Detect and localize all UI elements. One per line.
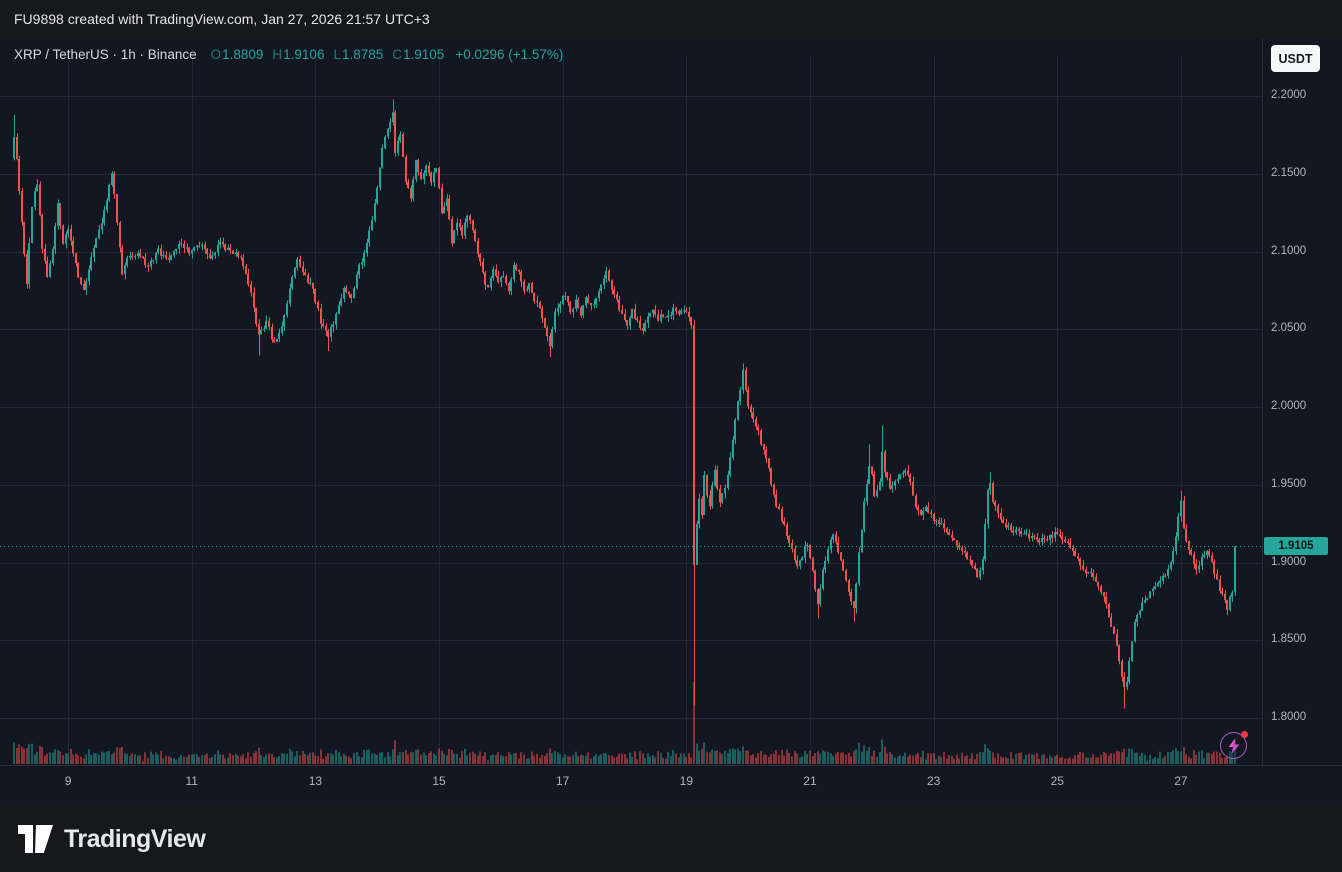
time-tick-label: 23 [926,774,941,788]
footer: TradingView [0,806,1342,872]
close-label: C [392,47,403,62]
price-tick-label: 2.0500 [1271,322,1307,335]
price-axis[interactable]: 2.2000 2.1500 2.1000 2.0500 2.0000 1.9500 1.90… [1263,38,1342,765]
price-tick-label: 2.2000 [1271,89,1307,101]
time-tick-label: 27 [1174,774,1188,788]
ohlc-open: O1.8809 [211,47,264,62]
price-tick-label: 2.0000 [1271,400,1307,412]
candlestick-chart-canvas[interactable] [0,38,1342,806]
price-tick-label: 1.8500 [1271,633,1307,646]
time-tick-label: 25 [1050,774,1064,788]
tradingview-logo[interactable]: TradingView [18,824,206,854]
snapshot-header: FU9898 created with TradingView.com, Jan… [0,0,1342,38]
time-tick-label: 13 [308,774,323,788]
symbol-description[interactable]: XRP / TetherUS · 1h · Binance [14,47,197,62]
chart-legend[interactable]: XRP / TetherUS · 1h · Binance O1.8809 H1… [14,47,563,62]
lightning-icon [1228,737,1239,754]
low-value: 1.8785 [341,47,384,62]
time-tick-label: 11 [185,774,198,788]
open-label: O [210,47,222,62]
time-tick-label: 17 [556,774,570,788]
notification-dot [1241,731,1248,738]
open-value: 1.8809 [222,47,264,62]
time-axis[interactable]: 9 11 13 15 17 19 21 23 25 27 [0,765,1342,806]
snapshot-caption: FU9898 created with TradingView.com, Jan… [14,11,430,27]
time-tick-label: 21 [803,774,817,788]
boost-button[interactable] [1220,731,1248,759]
tradingview-brand-text: TradingView [64,824,206,853]
ohlc-close: C1.9105 [392,47,444,62]
time-tick-label: 15 [432,774,446,788]
ohlc-low: L1.8785 [333,47,383,62]
time-tick-label: 19 [679,774,694,788]
price-tick-label: 2.1000 [1271,244,1307,257]
high-value: 1.9106 [283,47,325,62]
price-tick-label: 2.1500 [1271,166,1307,179]
last-price-label: 1.9105 [1264,537,1328,556]
ohlc-high: H1.9106 [272,47,324,62]
close-value: 1.9105 [403,47,445,62]
time-tick-label: 9 [64,774,72,788]
price-tick-label: 1.9500 [1271,477,1307,490]
price-tick-label: 1.9000 [1271,555,1307,568]
tradingview-logo-icon [18,825,53,853]
chart-widget[interactable]: XRP / TetherUS · 1h · Binance O1.8809 H1… [0,38,1342,806]
high-label: H [272,47,283,62]
low-label: L [333,47,341,62]
price-change: +0.0296 (+1.57%) [455,47,564,62]
currency-toggle-button[interactable]: USDT [1271,45,1320,72]
price-tick-label: 1.8000 [1271,711,1307,723]
